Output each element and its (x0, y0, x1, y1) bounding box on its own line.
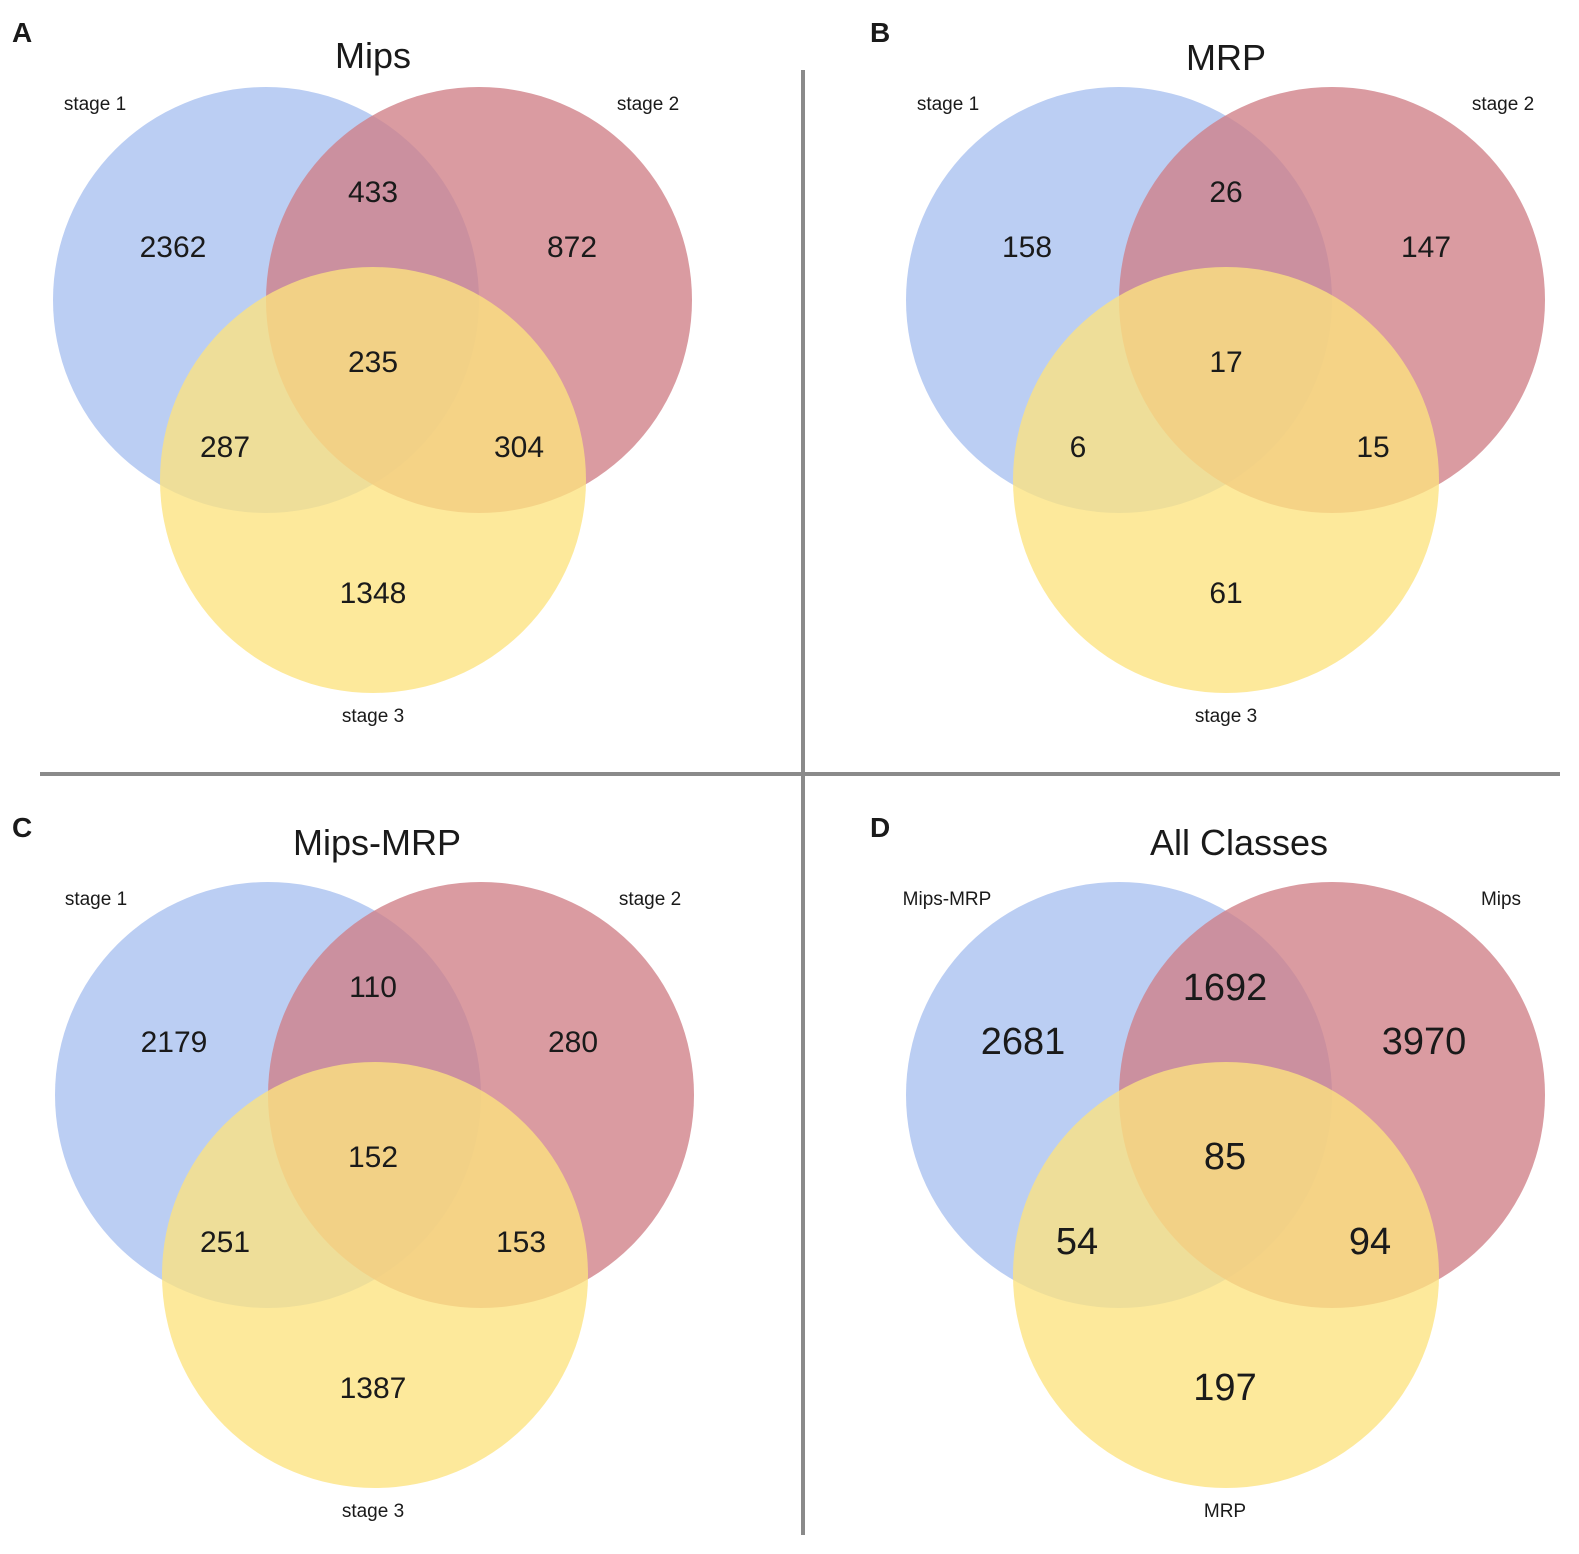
region-only-1: 2179 (141, 1026, 208, 1059)
region-1-2-3: 85 (1204, 1136, 1246, 1178)
panel-letter: D (870, 812, 890, 843)
region-only-1: 2681 (981, 1021, 1066, 1063)
panel-c: C Mips-MRP stage 1 stage 2 stage 3 2179 … (12, 812, 694, 1522)
region-only-2: 280 (548, 1026, 598, 1059)
region-only-3: 1387 (340, 1372, 407, 1405)
region-1-3: 251 (200, 1226, 250, 1259)
set-label-2: stage 2 (1472, 94, 1534, 115)
region-2-3: 304 (494, 431, 544, 464)
region-1-3: 287 (200, 431, 250, 464)
panel-d: D All Classes Mips-MRP Mips MRP 2681 397… (870, 812, 1545, 1522)
region-1-2: 26 (1209, 176, 1242, 209)
set-label-2: Mips (1481, 889, 1521, 910)
region-only-3: 61 (1209, 577, 1242, 610)
set-circle-3 (160, 267, 586, 693)
panel-letter: A (12, 17, 32, 48)
set-circle-3 (1013, 267, 1439, 693)
region-2-3: 153 (496, 1226, 546, 1259)
panel-letter: C (12, 812, 32, 843)
region-1-3: 54 (1056, 1221, 1098, 1263)
panel-a: A Mips stage 1 stage 2 stage 3 2362 872 … (12, 17, 692, 727)
set-label-2: stage 2 (619, 889, 681, 910)
region-only-2: 872 (547, 231, 597, 264)
region-1-2-3: 235 (348, 346, 398, 379)
panel-letter: B (870, 17, 890, 48)
region-1-2: 1692 (1183, 967, 1268, 1009)
panel-title: Mips-MRP (293, 822, 461, 863)
set-circle-3 (162, 1062, 588, 1488)
set-label-1: stage 1 (64, 94, 126, 115)
panel-title: MRP (1186, 37, 1266, 78)
region-only-1: 158 (1002, 231, 1052, 264)
set-label-3: stage 3 (342, 1501, 404, 1522)
region-only-2: 3970 (1382, 1021, 1467, 1063)
set-label-3: stage 3 (342, 706, 404, 727)
region-1-2: 433 (348, 176, 398, 209)
set-label-3: stage 3 (1195, 706, 1257, 727)
region-1-3: 6 (1070, 431, 1087, 464)
panel-b: B MRP stage 1 stage 2 stage 3 158 147 61… (870, 17, 1545, 727)
region-1-2-3: 152 (348, 1141, 398, 1174)
region-only-3: 197 (1193, 1367, 1256, 1409)
set-label-1: stage 1 (917, 94, 979, 115)
panel-title: All Classes (1150, 822, 1328, 863)
region-2-3: 15 (1356, 431, 1389, 464)
region-1-2-3: 17 (1209, 346, 1242, 379)
region-only-3: 1348 (340, 577, 407, 610)
region-only-2: 147 (1401, 231, 1451, 264)
region-only-1: 2362 (140, 231, 207, 264)
set-circle-3 (1013, 1062, 1439, 1488)
set-label-3: MRP (1204, 1501, 1246, 1522)
set-label-1: stage 1 (65, 889, 127, 910)
set-label-1: Mips-MRP (903, 889, 992, 910)
region-1-2: 110 (349, 971, 397, 1004)
region-2-3: 94 (1349, 1221, 1391, 1263)
set-label-2: stage 2 (617, 94, 679, 115)
panel-title: Mips (335, 35, 411, 76)
